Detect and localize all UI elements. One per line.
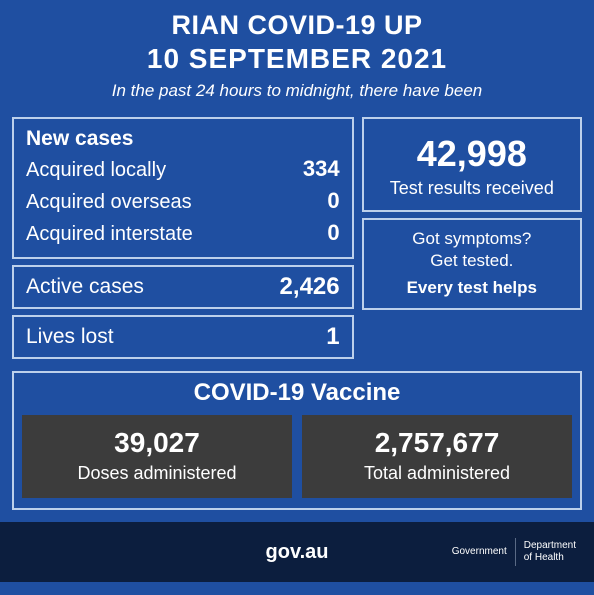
- lives-lost-box: Lives lost 1: [12, 315, 354, 359]
- footer-dept: Department of Health: [524, 540, 576, 564]
- page-title: RIAN COVID-19 UP: [20, 10, 574, 41]
- symptoms-line-bold: Every test helps: [372, 277, 572, 300]
- doses-value: 39,027: [30, 427, 284, 459]
- stat-row: Acquired overseas 0: [26, 185, 340, 217]
- total-value: 2,757,677: [310, 427, 564, 459]
- doses-label: Doses administered: [30, 463, 284, 484]
- total-label: Total administered: [310, 463, 564, 484]
- new-cases-title: New cases: [26, 127, 340, 151]
- symptoms-line: Got symptoms?: [372, 228, 572, 251]
- footer-branding: Government Department of Health: [452, 538, 576, 566]
- stat-value: 334: [303, 153, 340, 185]
- stat-label: Acquired overseas: [26, 188, 192, 217]
- symptoms-box: Got symptoms? Get tested. Every test hel…: [362, 218, 582, 311]
- footer: gov.au Government Department of Health: [0, 522, 594, 582]
- left-column: New cases Acquired locally 334 Acquired …: [12, 117, 354, 359]
- stats-grid: New cases Acquired locally 334 Acquired …: [0, 109, 594, 367]
- active-cases-box: Active cases 2,426: [12, 265, 354, 309]
- stat-row: Acquired locally 334: [26, 153, 340, 185]
- header: RIAN COVID-19 UP 10 SEPTEMBER 2021 In th…: [0, 0, 594, 109]
- vaccine-row: 39,027 Doses administered 2,757,677 Tota…: [22, 415, 572, 498]
- vaccine-title: COVID-19 Vaccine: [22, 379, 572, 407]
- doses-box: 39,027 Doses administered: [22, 415, 292, 498]
- stat-value: 2,426: [280, 273, 340, 301]
- subtitle: In the past 24 hours to midnight, there …: [20, 81, 574, 101]
- footer-divider: [515, 538, 516, 566]
- new-cases-box: New cases Acquired locally 334 Acquired …: [12, 117, 354, 259]
- vaccine-section: COVID-19 Vaccine 39,027 Doses administer…: [12, 371, 582, 510]
- stat-value: 0: [327, 185, 339, 217]
- tests-label: Test results received: [372, 177, 572, 200]
- right-column: 42,998 Test results received Got symptom…: [362, 117, 582, 359]
- stat-label: Lives lost: [26, 325, 114, 349]
- total-box: 2,757,677 Total administered: [302, 415, 572, 498]
- date: 10 SEPTEMBER 2021: [20, 43, 574, 75]
- stat-row: Acquired interstate 0: [26, 217, 340, 249]
- tests-box: 42,998 Test results received: [362, 117, 582, 212]
- stat-label: Acquired interstate: [26, 220, 193, 249]
- stat-value: 1: [326, 323, 339, 351]
- symptoms-line: Get tested.: [372, 250, 572, 273]
- stat-value: 0: [327, 217, 339, 249]
- tests-value: 42,998: [372, 133, 572, 175]
- footer-gov: Government: [452, 546, 507, 558]
- stat-label: Active cases: [26, 275, 144, 299]
- stat-label: Acquired locally: [26, 156, 166, 185]
- footer-url: gov.au: [266, 541, 329, 564]
